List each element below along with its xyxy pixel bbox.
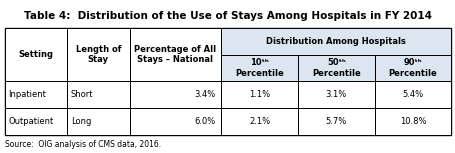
- Text: Distribution Among Hospitals: Distribution Among Hospitals: [266, 37, 405, 46]
- Text: 3.1%: 3.1%: [325, 90, 346, 99]
- Bar: [129, 28, 221, 81]
- Text: Short: Short: [71, 90, 93, 99]
- Text: 3.4%: 3.4%: [194, 90, 215, 99]
- Text: 90ᵗʰ
Percentile: 90ᵗʰ Percentile: [388, 58, 436, 78]
- Text: Long: Long: [71, 117, 91, 126]
- Text: 50ᵗʰ
Percentile: 50ᵗʰ Percentile: [311, 58, 360, 78]
- Text: 6.0%: 6.0%: [194, 117, 215, 126]
- Text: Length of
Stay: Length of Stay: [76, 45, 121, 64]
- Bar: [297, 108, 374, 135]
- Bar: [297, 55, 374, 81]
- Bar: [129, 108, 221, 135]
- Text: 10ᵗʰ
Percentile: 10ᵗʰ Percentile: [235, 58, 283, 78]
- Bar: [374, 108, 450, 135]
- Text: 1.1%: 1.1%: [248, 90, 269, 99]
- Bar: [221, 28, 450, 55]
- Bar: [67, 28, 129, 81]
- Bar: [129, 81, 221, 108]
- Bar: [5, 28, 450, 135]
- Bar: [67, 81, 129, 108]
- Text: Setting: Setting: [18, 50, 53, 59]
- Bar: [5, 28, 67, 81]
- Text: Source:  OIG analysis of CMS data, 2016.: Source: OIG analysis of CMS data, 2016.: [5, 140, 160, 149]
- Text: Outpatient: Outpatient: [8, 117, 53, 126]
- Bar: [297, 81, 374, 108]
- Text: Inpatient: Inpatient: [8, 90, 46, 99]
- Bar: [374, 55, 450, 81]
- Bar: [67, 108, 129, 135]
- Bar: [5, 108, 67, 135]
- Bar: [221, 108, 297, 135]
- Text: Table 4:  Distribution of the Use of Stays Among Hospitals in FY 2014: Table 4: Distribution of the Use of Stay…: [24, 11, 431, 21]
- Bar: [374, 81, 450, 108]
- Text: Percentage of All
Stays – National: Percentage of All Stays – National: [134, 45, 216, 64]
- Text: 10.8%: 10.8%: [399, 117, 425, 126]
- Bar: [221, 81, 297, 108]
- Bar: [221, 55, 297, 81]
- Bar: [5, 81, 67, 108]
- Text: 5.4%: 5.4%: [402, 90, 423, 99]
- Text: 5.7%: 5.7%: [325, 117, 346, 126]
- Text: 2.1%: 2.1%: [248, 117, 269, 126]
